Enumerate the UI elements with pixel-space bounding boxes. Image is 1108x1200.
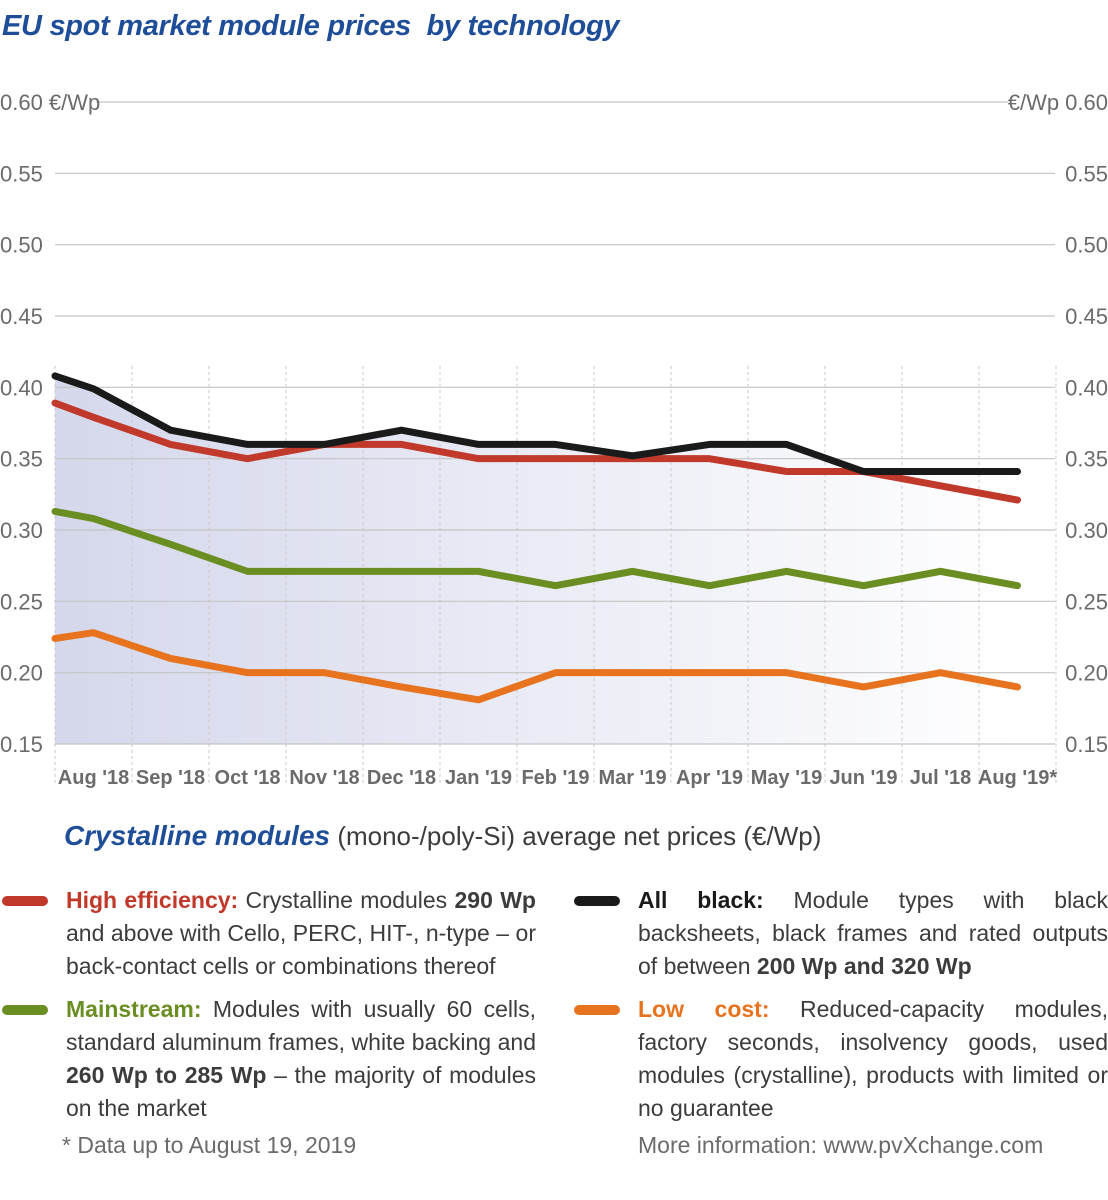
series-line-mainstream	[51, 507, 1021, 590]
x-tick-label: Dec '18	[367, 767, 436, 789]
legend-swatch-high-efficiency	[2, 896, 48, 906]
legend-name: Mainstream:	[66, 996, 202, 1022]
x-tick-label: Aug '18	[58, 767, 129, 789]
legend-text: Module types with black backsheets, blac…	[638, 887, 1108, 979]
x-axis: Aug '18 Sep '18 Oct '18 Nov '18 Dec '18 Jan '…	[58, 767, 1058, 789]
y-tick-label-right: 0.50	[1065, 233, 1108, 258]
x-tick-label: Jan '19	[445, 767, 512, 789]
y-axis-left: 0.60 €/Wp 0.55 0.50 0.45 0.40 0.35 0.30 0.25 0.2…	[0, 90, 100, 757]
y-tick-label-left: 0.50	[0, 233, 43, 258]
y-tick-label-right: 0.25	[1065, 589, 1108, 614]
x-tick-label: Mar '19	[598, 767, 666, 789]
legend-swatch-low-cost	[574, 1005, 620, 1015]
series-lines	[51, 372, 1021, 704]
y-tick-label-right: 0.20	[1065, 661, 1108, 686]
y-tick-label-left: 0.55	[0, 161, 43, 186]
y-tick-label-right: 0.15	[1065, 732, 1108, 757]
y-tick-label-left: 0.25	[0, 589, 43, 614]
y-tick-label-right: 0.35	[1065, 447, 1108, 472]
y-axis-right: €/Wp 0.60 0.55 0.50 0.45 0.40 0.35 0.30 0.25 0.2…	[1008, 90, 1108, 757]
y-tick-label-right: 0.45	[1065, 304, 1108, 329]
y-tick-label-left: 0.60 €/Wp	[0, 90, 100, 115]
legend-bold: 200 Wp and 320 Wp	[756, 953, 972, 979]
legend-bold: 260 Wp to 285 Wp	[66, 1062, 267, 1088]
legend-swatch-all-black	[574, 896, 620, 906]
x-tick-label: Apr '19	[676, 767, 743, 789]
legend-swatch-mainstream	[2, 1005, 48, 1015]
y-tick-label-right: 0.30	[1065, 518, 1108, 543]
series-line-low-cost	[51, 629, 1021, 704]
y-tick-label-right: 0.40	[1065, 375, 1108, 400]
legend-name: All black:	[638, 887, 764, 913]
legend-high-efficiency: High efficiency: Crystalline modules 290…	[2, 884, 536, 983]
x-tick-label: Nov '18	[289, 767, 359, 789]
y-tick-label-left: 0.20	[0, 661, 43, 686]
legend-text: – the majority of modules on the market	[66, 1062, 536, 1121]
series-line-all-black	[51, 372, 1021, 476]
legend-text: Reduced-capacity modules, factory second…	[638, 996, 1108, 1121]
y-tick-label-left: 0.30	[0, 518, 43, 543]
subtitle-bold: Crystalline modules	[64, 820, 331, 851]
x-tick-label: Oct '18	[215, 767, 281, 789]
y-tick-label-right: €/Wp 0.60	[1008, 90, 1108, 115]
legend-text: Crystalline modules	[238, 887, 455, 913]
plot-background-fill	[55, 375, 1018, 744]
y-tick-label-left: 0.45	[0, 304, 43, 329]
subtitle-rest: (mono-/poly-Si) average net prices (€/Wp…	[330, 821, 822, 851]
legend-bold: 290 Wp	[454, 887, 536, 913]
legend-text: and above with Cello, PERC, HIT-, n-type…	[66, 920, 536, 979]
legend-mainstream: Mainstream: Modules with usually 60 cell…	[2, 993, 536, 1125]
y-tick-label-left: 0.40	[0, 375, 43, 400]
line-chart: 0.60 €/Wp 0.55 0.50 0.45 0.40 0.35 0.30 0.25 0.2…	[0, 90, 1108, 789]
legend-name: High efficiency:	[66, 887, 239, 913]
chart-title: EU spot market module prices by technolo…	[2, 10, 620, 42]
legend-text: Modules with usually 60 cells, standard …	[66, 996, 536, 1055]
legend-name: Low cost:	[638, 996, 770, 1022]
x-tick-label: Sep '18	[136, 767, 205, 789]
y-tick-label-left: 0.15	[0, 732, 43, 757]
chart-subtitle: Crystalline modules (mono-/poly-Si) aver…	[64, 820, 821, 852]
y-tick-label-right: 0.55	[1065, 161, 1108, 186]
x-tick-label: Feb '19	[521, 767, 589, 789]
legend-all-black: All black: Module types with black backs…	[574, 884, 1108, 983]
x-tick-label: Jul '18	[910, 767, 971, 789]
footnote: * Data up to August 19, 2019	[62, 1132, 357, 1158]
more-info: More information: www.pvXchange.com	[638, 1132, 1044, 1158]
x-tick-label: Jun '19	[829, 767, 897, 789]
series-line-high-efficiency	[51, 399, 1021, 504]
legend-low-cost: Low cost: Reduced-capacity modules, fact…	[574, 993, 1108, 1125]
horizontal-gridlines	[55, 101, 1055, 745]
x-tick-label: Aug '19*	[978, 767, 1057, 789]
x-tick-label: May '19	[751, 767, 822, 789]
y-tick-label-left: 0.35	[0, 447, 43, 472]
